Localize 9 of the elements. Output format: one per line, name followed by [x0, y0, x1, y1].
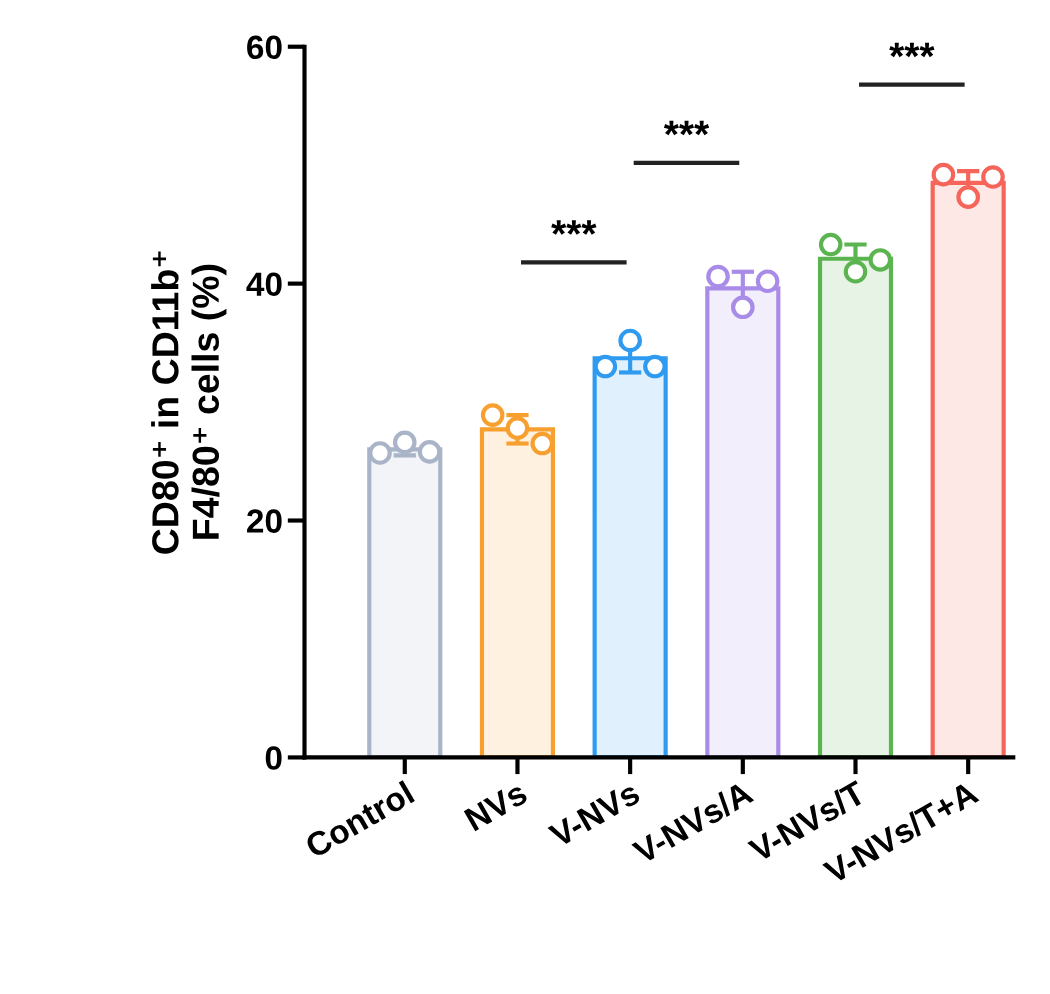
y-axis-title: CD80⁺ in CD11b⁺ F4/80⁺ cells (%): [151, 251, 227, 554]
annotation: ***: [663, 120, 710, 136]
y-tick-label: 0: [265, 746, 282, 770]
annotation: ***: [551, 220, 597, 235]
annotation: ***: [889, 42, 935, 58]
y-tick-label: 60: [247, 35, 282, 60]
y-tick-label: 40: [246, 272, 282, 297]
y-tick-label: 20: [247, 509, 282, 533]
x-tick-label: NVs: [463, 780, 529, 832]
